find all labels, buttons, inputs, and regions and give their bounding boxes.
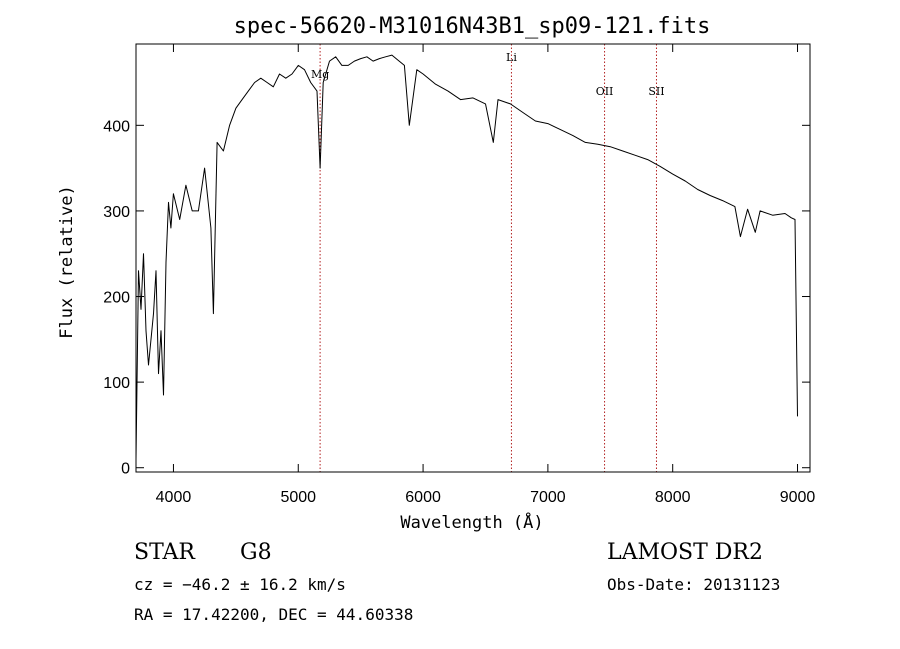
- y-tick-label: 0: [121, 461, 130, 478]
- x-tick-label: 8000: [655, 489, 691, 506]
- x-tick-label: 9000: [780, 489, 816, 506]
- x-tick-label: 4000: [156, 489, 192, 506]
- y-axis-label: Flux (relative): [57, 185, 77, 339]
- line-label-sii: SII: [648, 85, 664, 98]
- x-axis: 4000 5000 6000 7000 8000 9000: [156, 44, 816, 506]
- sky-coordinates: RA = 17.42200, DEC = 44.60338: [134, 605, 414, 624]
- x-tick-label: 6000: [405, 489, 441, 506]
- x-tick-label: 5000: [280, 489, 316, 506]
- y-axis: 0 100 200 300 400: [103, 118, 810, 478]
- observation-date: Obs-Date: 20131123: [607, 575, 781, 594]
- spectrum-chart: spec-56620-M31016N43B1_sp09-121.fits MgL…: [57, 14, 816, 533]
- y-tick-label: 400: [103, 118, 130, 135]
- line-label-oii: OII: [596, 85, 614, 98]
- x-tick-label: 7000: [530, 489, 566, 506]
- line-label-li: Li: [506, 51, 517, 64]
- object-class: STAR: [134, 540, 195, 565]
- y-tick-label: 200: [103, 290, 130, 307]
- y-tick-label: 100: [103, 375, 130, 392]
- plot-frame: [135, 43, 811, 473]
- x-axis-label: Wavelength (Å): [400, 511, 543, 533]
- object-subclass: G8: [240, 540, 272, 565]
- redshift-cz: cz = −46.2 ± 16.2 km/s: [134, 575, 346, 594]
- y-tick-label: 300: [103, 204, 130, 221]
- chart-title: spec-56620-M31016N43B1_sp09-121.fits: [234, 14, 711, 39]
- survey-name: LAMOST DR2: [607, 540, 763, 565]
- series-spectrum: [135, 54, 798, 460]
